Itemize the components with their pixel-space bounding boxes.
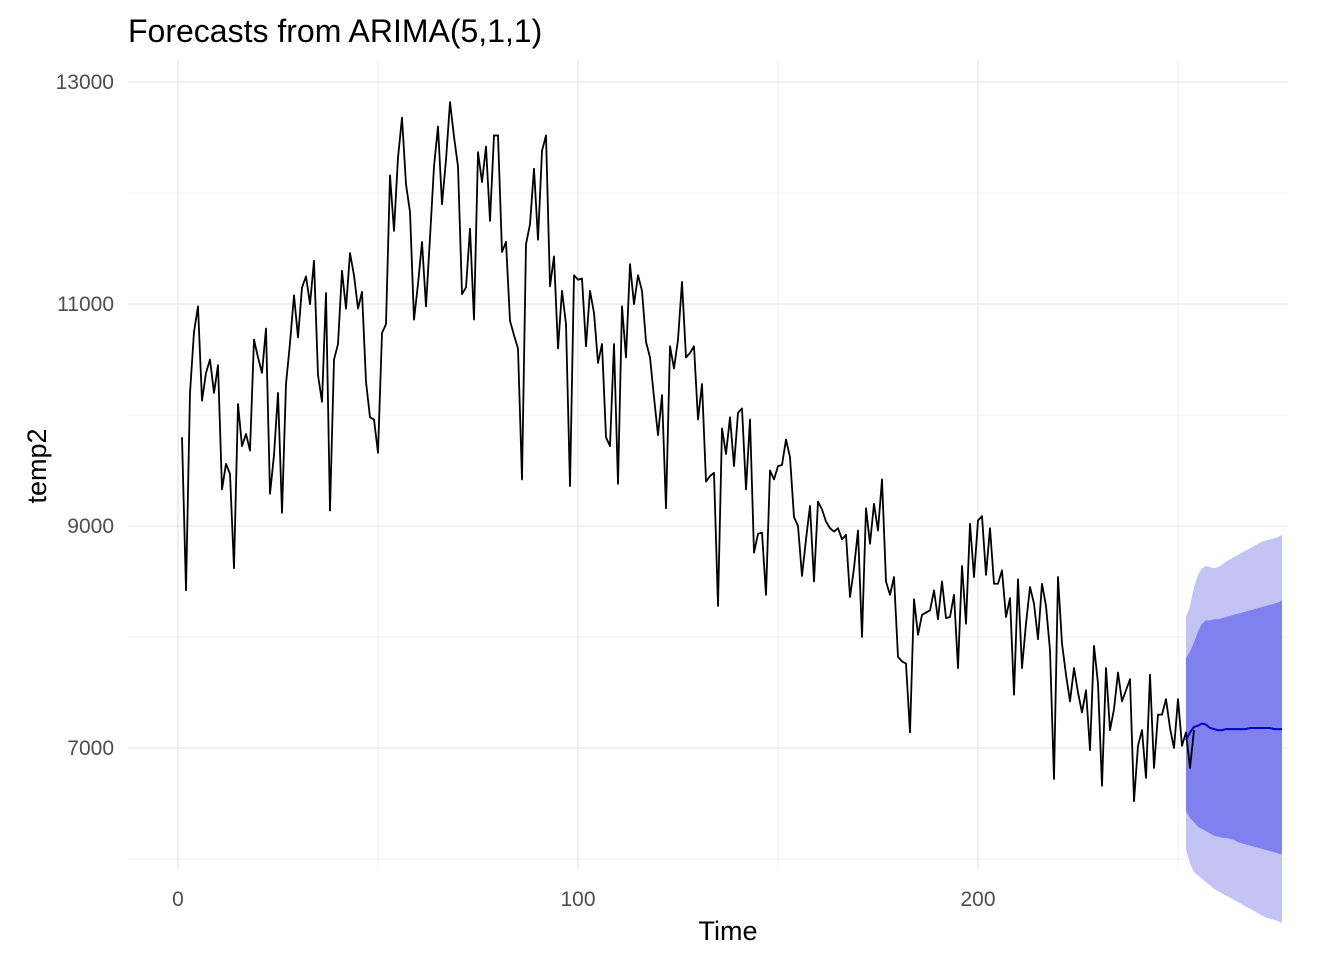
tick-labels: 0 100 200 7000 9000 11000 13000	[56, 71, 996, 911]
forecast-mean-line	[1185, 722, 1282, 741]
y-tick-label: 9000	[67, 515, 114, 538]
observed-series-line	[181, 101, 1195, 803]
y-tick-label: 11000	[57, 293, 114, 316]
series-lines	[181, 101, 1282, 803]
x-tick-label: 200	[960, 888, 995, 911]
y-axis-title: temp2	[22, 428, 52, 503]
x-tick-label: 100	[560, 888, 595, 911]
y-tick-label: 7000	[67, 737, 114, 760]
x-tick-label: 0	[172, 888, 184, 911]
grid-lines	[128, 60, 1288, 870]
chart-title: Forecasts from ARIMA(5,1,1)	[128, 13, 542, 49]
prediction-interval-80	[1186, 600, 1282, 855]
x-axis-title: Time	[699, 916, 758, 946]
y-tick-label: 13000	[56, 71, 114, 94]
